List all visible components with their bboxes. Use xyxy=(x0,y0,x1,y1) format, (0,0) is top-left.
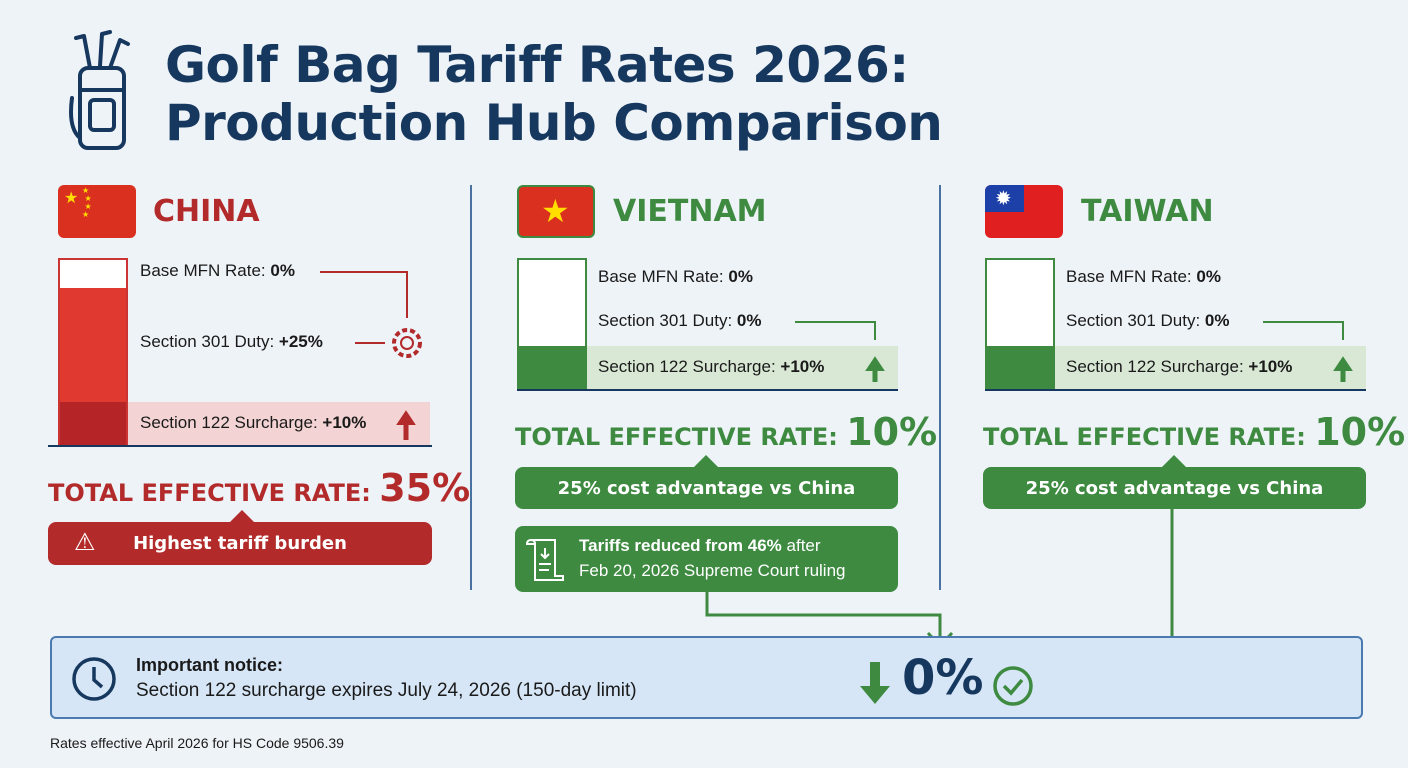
s122-value: +10% xyxy=(780,357,825,376)
china-flag: ★ ★ ★ ★ ★ xyxy=(58,185,136,238)
document-icon xyxy=(525,538,564,581)
country-name-china: CHINA xyxy=(153,194,260,229)
down-arrow-icon xyxy=(860,662,890,704)
baseline xyxy=(985,389,1366,391)
gear-icon xyxy=(392,328,422,358)
note-bold: Tariffs reduced from 46% xyxy=(579,536,782,555)
connector xyxy=(795,321,885,382)
callout-china: ⚠ Highest tariff burden xyxy=(48,510,432,565)
base-rate-value: 0% xyxy=(270,261,295,280)
baseline xyxy=(48,445,432,447)
title-line-1: Golf Bag Tariff Rates 2026: xyxy=(165,36,909,94)
total-value: 10% xyxy=(1314,410,1406,454)
stacked-bar-taiwan xyxy=(985,258,1055,390)
s301-value: 0% xyxy=(736,311,762,330)
connector xyxy=(1263,321,1353,382)
note-line-2: Feb 20, 2026 Supreme Court ruling xyxy=(579,561,846,580)
check-circle-icon xyxy=(993,666,1033,706)
country-name-taiwan: TAIWAN xyxy=(1081,194,1214,229)
note-rest: after xyxy=(781,536,821,555)
s122-value: +10% xyxy=(322,413,367,432)
stacked-bar-china xyxy=(58,258,128,446)
up-arrow-icon xyxy=(865,356,885,371)
s122-value: +10% xyxy=(1248,357,1293,376)
base-rate-label: Base MFN Rate: xyxy=(598,267,729,286)
s301-label: Section 301 Duty: xyxy=(1066,311,1205,330)
up-arrow-icon xyxy=(396,410,416,425)
surcharge-band xyxy=(587,346,898,390)
ruling-note: Tariffs reduced from 46% after Feb 20, 2… xyxy=(515,526,898,592)
china-connectors xyxy=(320,271,422,440)
vietnam-flag: ★ xyxy=(517,185,595,238)
notice-text: Section 122 surcharge expires July 24, 2… xyxy=(136,680,637,701)
bar-segment-122 xyxy=(519,346,585,390)
stacked-bar-vietnam xyxy=(517,258,587,390)
base-rate-label: Base MFN Rate: xyxy=(1066,267,1197,286)
notice-result: 0% xyxy=(902,650,984,706)
bar-segment-301 xyxy=(60,288,126,402)
total-label: TOTAL EFFECTIVE RATE: xyxy=(983,423,1315,451)
s301-value: +25% xyxy=(278,332,323,351)
base-rate-value: 0% xyxy=(728,267,753,286)
bar-segment-122 xyxy=(60,402,126,446)
s122-label: Section 122 Surcharge: xyxy=(1066,357,1249,376)
country-name-vietnam: VIETNAM xyxy=(613,194,767,229)
up-arrow-icon xyxy=(1333,356,1353,371)
total-value: 35% xyxy=(379,466,471,510)
clock-icon xyxy=(72,657,116,701)
page-title: Golf Bag Tariff Rates 2026: Production Hu… xyxy=(165,36,943,152)
notice-box: Important notice: Section 122 surcharge … xyxy=(50,636,1363,719)
s301-label: Section 301 Duty: xyxy=(140,332,279,351)
total-label: TOTAL EFFECTIVE RATE: xyxy=(48,479,380,507)
total-value: 10% xyxy=(846,410,938,454)
callout-taiwan: 25% cost advantage vs China xyxy=(983,455,1366,509)
callout-text: 25% cost advantage vs China xyxy=(557,477,856,499)
warning-icon: ⚠ xyxy=(74,528,96,556)
taiwan-flag: ✹ xyxy=(985,185,1063,238)
s122-label: Section 122 Surcharge: xyxy=(598,357,781,376)
callout-vietnam: 25% cost advantage vs China xyxy=(515,455,898,509)
base-rate-label: Base MFN Rate: xyxy=(140,261,271,280)
golf-bag-icon xyxy=(69,30,130,150)
s301-value: 0% xyxy=(1204,311,1230,330)
surcharge-band xyxy=(1055,346,1366,390)
total-label: TOTAL EFFECTIVE RATE: xyxy=(515,423,847,451)
s122-label: Section 122 Surcharge: xyxy=(140,413,323,432)
base-rate-value: 0% xyxy=(1196,267,1221,286)
callout-text: 25% cost advantage vs China xyxy=(1025,477,1324,499)
bar-segment-122 xyxy=(987,346,1053,390)
baseline xyxy=(517,389,898,391)
footer-note: Rates effective April 2026 for HS Code 9… xyxy=(50,735,344,751)
callout-text: Highest tariff burden xyxy=(133,533,347,554)
notice-heading: Important notice: xyxy=(136,655,283,675)
s301-label: Section 301 Duty: xyxy=(598,311,737,330)
surcharge-band xyxy=(128,402,430,446)
column-divider xyxy=(470,185,472,590)
title-line-2: Production Hub Comparison xyxy=(165,94,943,152)
column-divider xyxy=(939,185,941,590)
